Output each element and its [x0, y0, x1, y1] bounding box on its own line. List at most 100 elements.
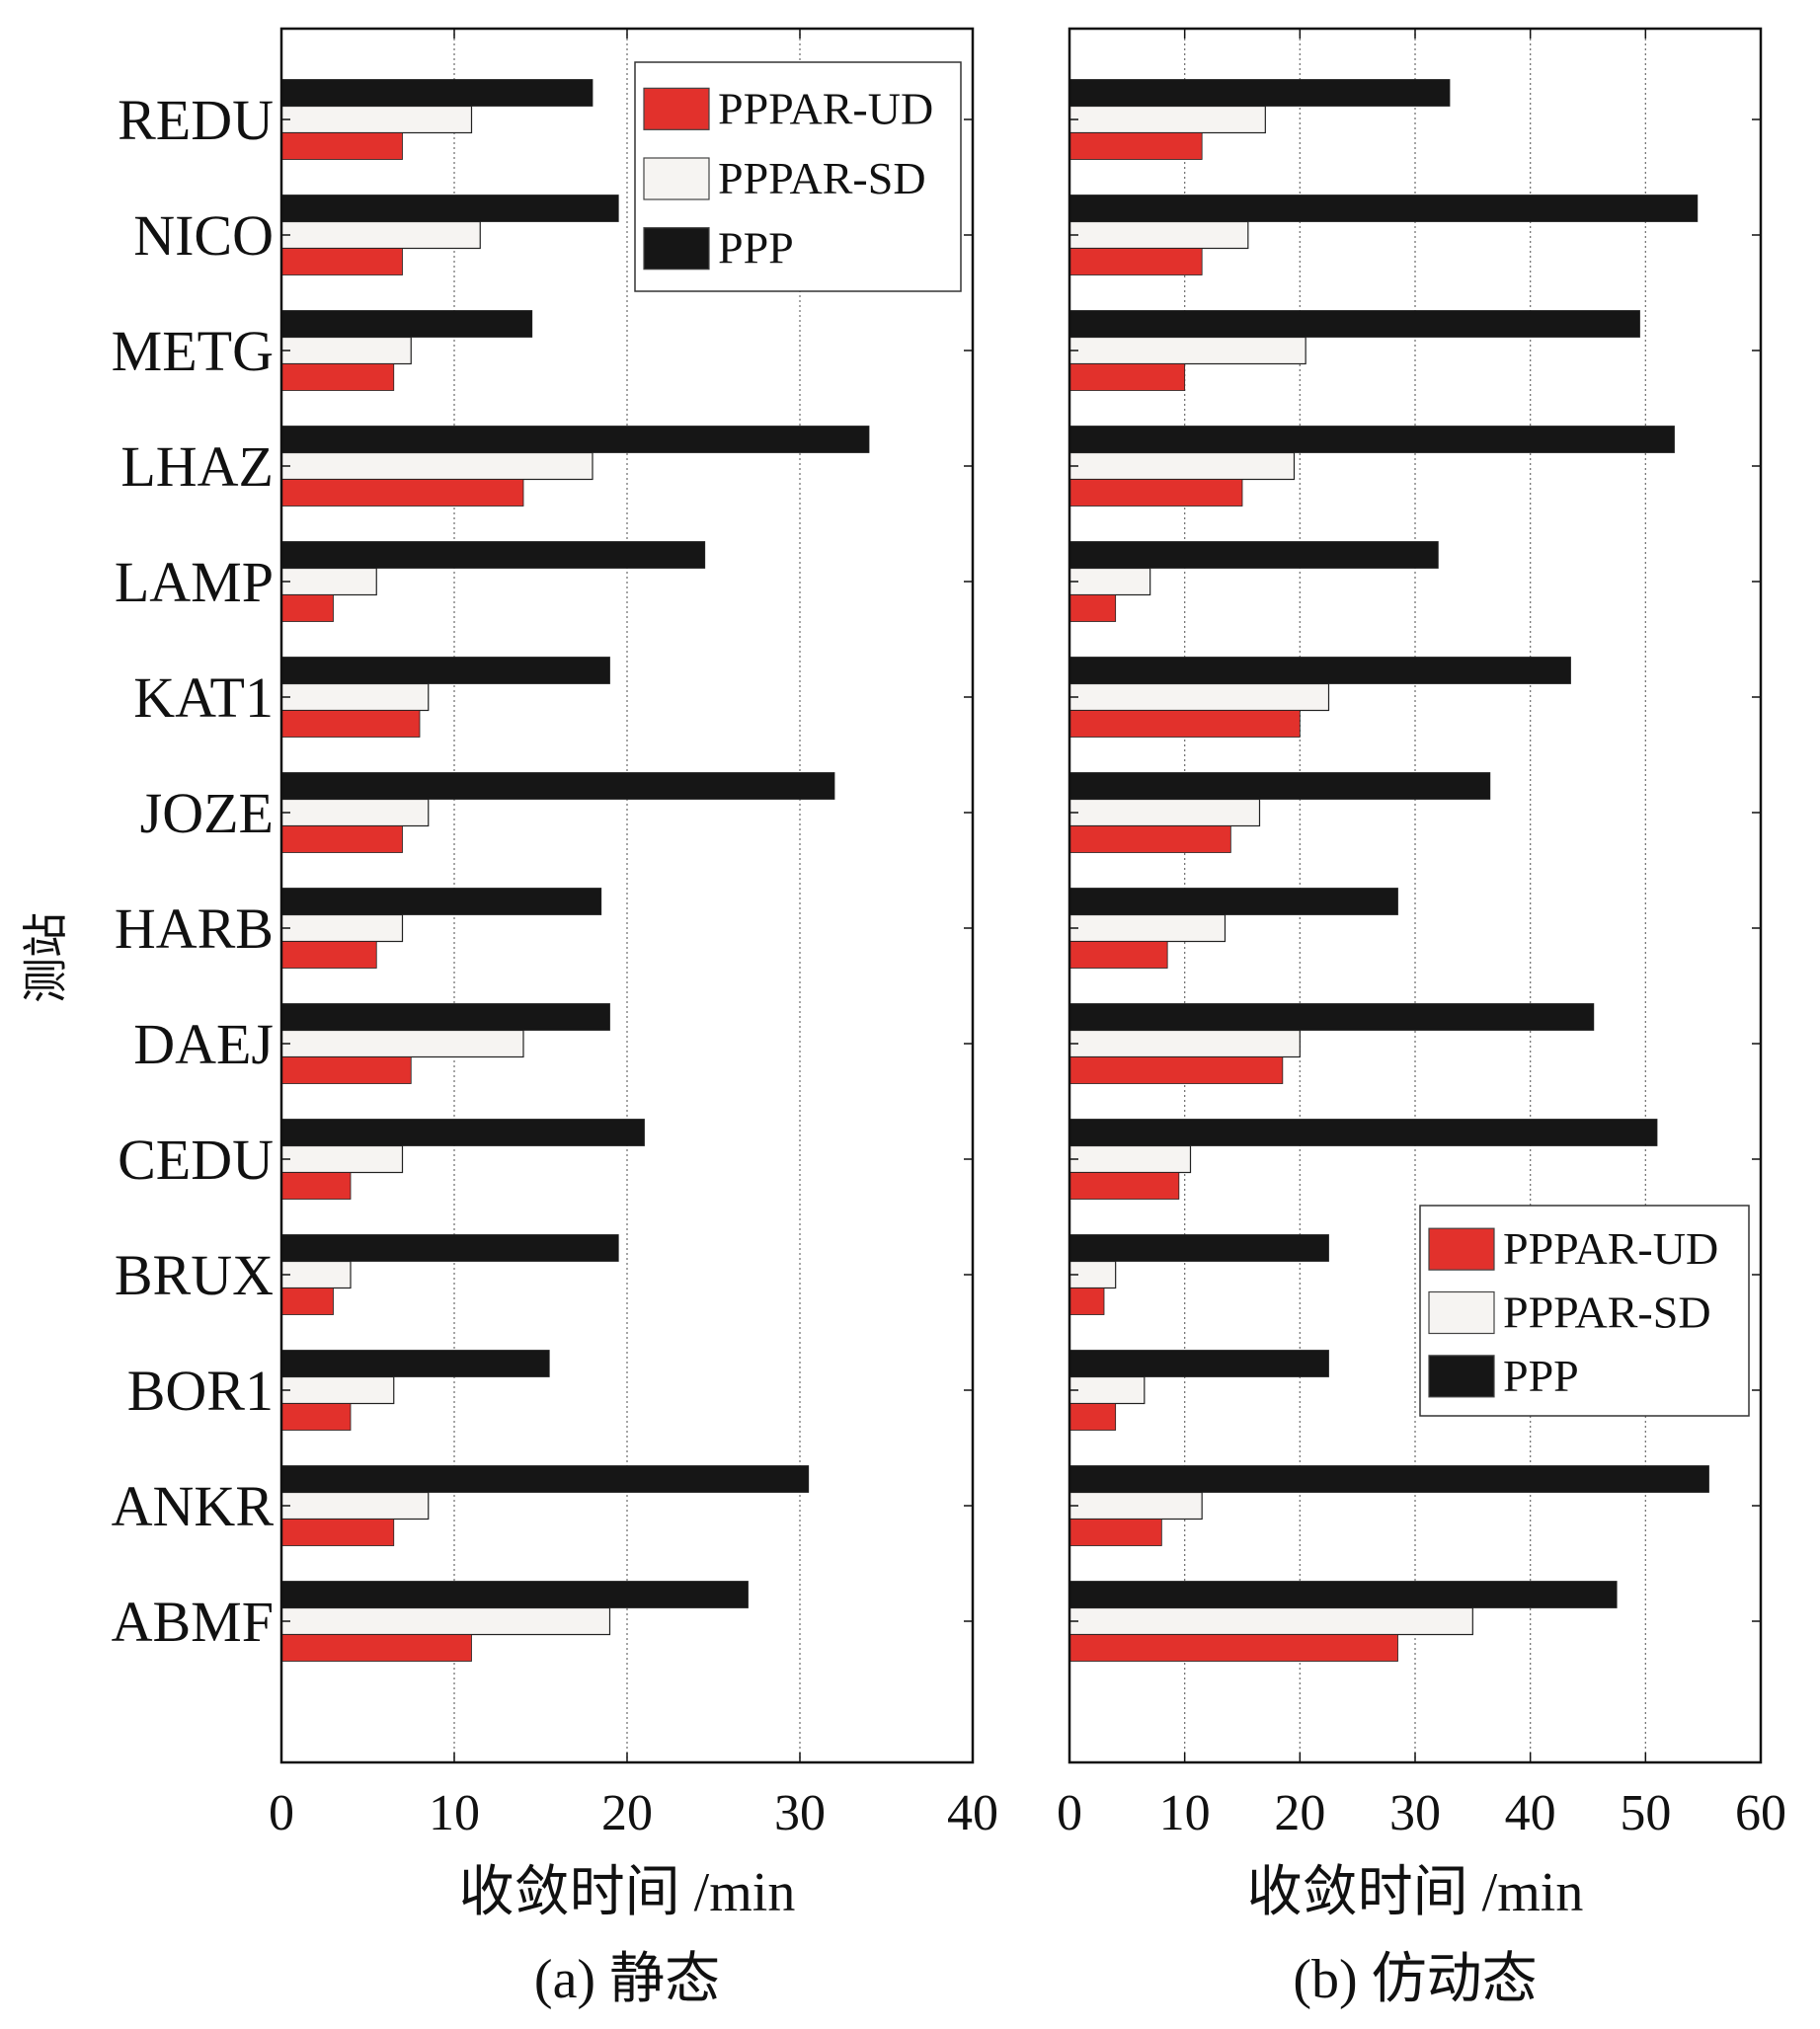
bar-ppp-joze — [1068, 772, 1491, 800]
bar-pppar-sd-joze — [1068, 798, 1261, 827]
bar-pppar-ud-metg — [1068, 363, 1186, 391]
x-tick-label: 10 — [429, 1785, 480, 1841]
y-tick-label: NICO — [133, 203, 274, 268]
legend-swatch-pppar-ud — [1428, 1227, 1495, 1271]
bar-pppar-sd-cedu — [280, 1144, 404, 1174]
y-tick-label: REDU — [118, 88, 274, 152]
bar-ppp-daej — [1068, 1003, 1595, 1031]
bar-pppar-sd-kat1 — [280, 682, 430, 712]
x-axis-label: 收敛时间 /min — [459, 1862, 796, 1923]
x-tick-label: 20 — [601, 1785, 653, 1841]
x-tick-label: 50 — [1620, 1785, 1671, 1841]
legend: PPPAR-UD PPPAR-SD PPP — [1419, 1205, 1750, 1417]
bar-pppar-ud-joze — [1068, 825, 1231, 853]
bar-pppar-sd-ankr — [1068, 1491, 1203, 1521]
bar-ppp-metg — [1068, 310, 1640, 338]
y-tick-label: LAMP — [115, 550, 274, 614]
bar-ppp-lamp — [280, 541, 706, 569]
bar-ppp-redu — [1068, 79, 1451, 107]
y-axis-label: 测站 — [21, 912, 71, 1003]
bar-pppar-ud-kat1 — [1068, 710, 1301, 738]
bar-pppar-sd-joze — [280, 798, 430, 827]
bar-pppar-ud-harb — [280, 941, 377, 969]
y-tick-label: BOR1 — [127, 1359, 274, 1423]
bar-ppp-joze — [280, 772, 835, 800]
legend-swatch-pppar-sd — [643, 157, 710, 200]
bar-pppar-ud-lhaz — [280, 479, 524, 507]
bar-pppar-ud-harb — [1068, 941, 1168, 969]
bar-pppar-ud-brux — [1068, 1288, 1105, 1315]
bar-pppar-ud-metg — [280, 363, 395, 391]
bar-pppar-ud-nico — [280, 248, 403, 275]
bar-ppp-daej — [280, 1003, 610, 1031]
legend-swatch-ppp — [643, 227, 710, 271]
bar-pppar-ud-joze — [280, 825, 403, 853]
bar-pppar-ud-ankr — [1068, 1519, 1162, 1546]
bar-ppp-abmf — [280, 1581, 749, 1608]
bar-pppar-sd-ankr — [280, 1491, 430, 1521]
bar-ppp-bor1 — [1068, 1350, 1329, 1377]
chart-panel-a: REDU NICO METG LHAZ LAMP KAT1 JOZE HARB DAEJ CEDU… — [21, 27, 998, 2010]
bar-pppar-ud-brux — [280, 1288, 334, 1315]
bar-ppp-nico — [1068, 195, 1699, 222]
bar-pppar-sd-metg — [280, 336, 412, 365]
x-tick-label: 0 — [1057, 1785, 1082, 1841]
x-tick-label: 40 — [1505, 1785, 1556, 1841]
chart-panel-b: 0 10 20 30 40 50 60 收敛时间 /min (b) 仿动态 PPPAR-UD PPP… — [1057, 27, 1786, 2010]
bar-pppar-sd-metg — [1068, 336, 1306, 365]
y-tick-label: HARB — [115, 897, 274, 961]
bar-pppar-ud-nico — [1068, 248, 1203, 275]
bar-pppar-ud-cedu — [280, 1172, 352, 1200]
bar-pppar-ud-cedu — [1068, 1172, 1180, 1200]
bar-pppar-sd-nico — [280, 220, 481, 250]
bar-pppar-sd-brux — [280, 1260, 352, 1289]
x-tick-label: 20 — [1274, 1785, 1325, 1841]
bar-pppar-sd-cedu — [1068, 1144, 1192, 1174]
bar-pppar-sd-kat1 — [1068, 682, 1330, 712]
x-tick-label: 30 — [774, 1785, 826, 1841]
x-tick-label: 10 — [1159, 1785, 1211, 1841]
bar-pppar-sd-abmf — [1068, 1606, 1473, 1636]
bar-pppar-ud-daej — [280, 1056, 412, 1084]
x-axis-label: 收敛时间 /min — [1247, 1862, 1584, 1923]
bar-ppp-lhaz — [280, 426, 870, 453]
bar-ppp-lhaz — [1068, 426, 1675, 453]
bar-ppp-kat1 — [1068, 657, 1571, 684]
legend-label-ppp: PPP — [718, 223, 794, 273]
bar-pppar-ud-redu — [1068, 132, 1203, 160]
bar-ppp-redu — [280, 79, 593, 107]
bar-pppar-sd-bor1 — [1068, 1375, 1146, 1405]
bar-pppar-ud-abmf — [280, 1634, 472, 1662]
bar-ppp-bor1 — [280, 1350, 550, 1377]
bar-ppp-metg — [280, 310, 533, 338]
panel-caption: (b) 仿动态 — [1293, 1949, 1537, 2010]
bar-pppar-ud-ankr — [280, 1519, 395, 1546]
bar-pppar-sd-lamp — [280, 567, 377, 596]
legend-label-ppp: PPP — [1503, 1351, 1579, 1401]
bar-pppar-sd-lhaz — [1068, 451, 1296, 481]
bar-ppp-cedu — [280, 1119, 645, 1146]
bar-ppp-lamp — [1068, 541, 1439, 569]
bar-ppp-harb — [1068, 888, 1398, 915]
bar-ppp-ankr — [1068, 1465, 1709, 1493]
bar-pppar-sd-daej — [1068, 1029, 1301, 1058]
bar-pppar-ud-redu — [280, 132, 403, 160]
bar-pppar-ud-daej — [1068, 1056, 1284, 1084]
y-tick-label: METG — [112, 319, 274, 383]
x-tick-label: 30 — [1389, 1785, 1441, 1841]
y-tick-label: KAT1 — [133, 665, 274, 730]
x-tick-label: 0 — [269, 1785, 294, 1841]
legend-label-pppar-ud: PPPAR-UD — [718, 83, 933, 133]
legend-label-pppar-ud: PPPAR-UD — [1503, 1223, 1718, 1274]
y-tick-label: ABMF — [112, 1590, 274, 1654]
bar-ppp-brux — [280, 1234, 619, 1262]
bar-pppar-sd-redu — [280, 105, 473, 134]
bar-ppp-kat1 — [280, 657, 610, 684]
bar-ppp-ankr — [280, 1465, 810, 1493]
bar-pppar-ud-bor1 — [1068, 1403, 1117, 1431]
bar-ppp-harb — [280, 888, 602, 915]
legend-swatch-ppp — [1428, 1355, 1495, 1398]
x-tick-label: 60 — [1735, 1785, 1786, 1841]
legend: PPPAR-UD PPPAR-SD PPP — [634, 61, 962, 292]
bar-ppp-abmf — [1068, 1581, 1618, 1608]
